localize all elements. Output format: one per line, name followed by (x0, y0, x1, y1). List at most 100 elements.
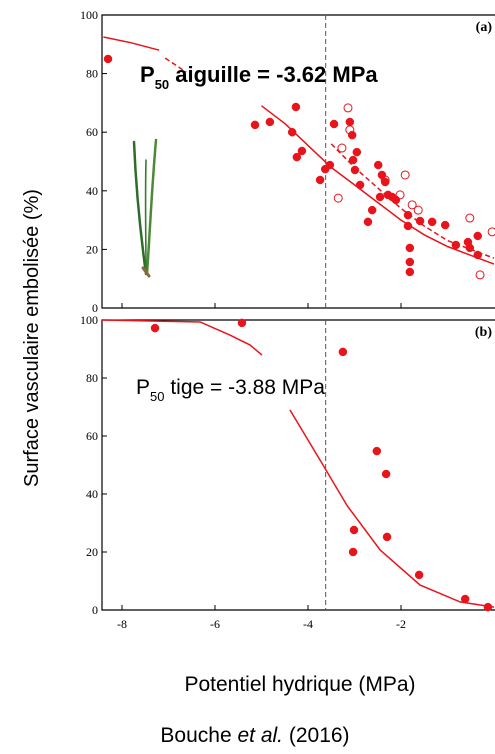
data-point (343, 103, 353, 113)
data-point (475, 270, 485, 280)
data-point (403, 210, 413, 220)
data-point (103, 54, 113, 64)
y-axis-label: Surface vasculaire embolisée (%) (21, 189, 43, 487)
y-tick-label: 0 (92, 301, 98, 315)
data-point (382, 532, 392, 542)
fit-curve (103, 36, 495, 265)
data-point (380, 175, 390, 185)
data-point (405, 243, 415, 253)
data-point (315, 175, 325, 185)
p50-text: aiguille = -3.62 MPa (169, 62, 378, 87)
data-point (352, 147, 362, 157)
y-tick-label: 80 (86, 67, 98, 81)
fit-curve (101, 319, 495, 608)
p50-symbol: P (136, 376, 150, 399)
data-point (250, 120, 260, 130)
data-point (373, 160, 383, 170)
data-point (415, 216, 425, 226)
data-point (377, 170, 387, 180)
x-tick-label: -8 (117, 617, 127, 631)
data-point (338, 347, 348, 357)
data-point (348, 547, 358, 557)
data-point (345, 125, 355, 135)
data-point (391, 195, 401, 205)
data-point (451, 240, 461, 250)
data-point (287, 127, 297, 137)
data-point (407, 200, 417, 210)
needle-base (141, 266, 151, 278)
data-point (473, 231, 482, 241)
p50-subscript: 50 (150, 389, 164, 404)
p50-annotation: P50 aiguille = -3.62 MPa (140, 62, 378, 92)
data-point (150, 323, 160, 333)
needle (132, 140, 148, 276)
data-point (487, 227, 495, 237)
x-axis-label: Potentiel hydrique (MPa) (184, 673, 415, 696)
data-point (367, 205, 377, 215)
data-point (349, 525, 359, 535)
data-point (350, 165, 360, 175)
data-point (400, 170, 410, 180)
data-point (465, 243, 475, 253)
p50-annotation: P50 tige = -3.88 MPa (136, 376, 325, 404)
data-point (265, 117, 275, 127)
citation-year: (2016) (283, 724, 350, 747)
panel-tag: (b) (475, 325, 492, 340)
citation: Bouche et al. (2016) (160, 724, 349, 747)
data-point (297, 146, 307, 156)
y-tick-label: 20 (86, 545, 98, 559)
data-point (355, 180, 365, 190)
data-point (325, 160, 335, 170)
data-point (347, 130, 357, 140)
x-tick-label: -2 (396, 617, 406, 631)
data-point (348, 155, 358, 165)
data-point (403, 221, 413, 231)
data-point (405, 267, 415, 277)
data-point (440, 220, 450, 230)
data-point (427, 217, 437, 227)
p50-symbol: P (140, 62, 155, 87)
panel-tag: (a) (476, 20, 493, 35)
data-point (413, 205, 423, 215)
y-tick-label: 40 (86, 487, 98, 501)
data-point (237, 318, 247, 328)
data-point (465, 213, 475, 223)
data-point (292, 152, 302, 162)
y-tick-label: 100 (80, 313, 98, 327)
citation-authors: Bouche (160, 724, 237, 747)
data-point (333, 193, 343, 203)
data-point (337, 143, 347, 153)
data-point (405, 257, 415, 267)
axis-frame (101, 14, 495, 309)
y-tick-label: 20 (86, 242, 98, 256)
y-tick-label: 0 (92, 603, 98, 617)
data-point (473, 250, 482, 260)
axis-frame (101, 319, 495, 611)
data-point (291, 102, 301, 112)
data-point (372, 446, 382, 456)
data-point (483, 602, 493, 612)
data-point (363, 217, 373, 227)
x-tick-label: -6 (210, 617, 220, 631)
y-tick-label: 80 (86, 371, 98, 385)
y-tick-label: 60 (86, 429, 98, 443)
needle-illustration (132, 138, 158, 278)
p50-subscript: 50 (155, 77, 169, 92)
data-point (345, 117, 355, 127)
data-point (395, 190, 405, 200)
y-tick-label: 60 (86, 125, 98, 139)
y-tick-label: 40 (86, 184, 98, 198)
data-point (381, 469, 391, 479)
x-tick-label: -4 (303, 617, 313, 631)
data-point (460, 594, 470, 604)
y-tick-label: 100 (80, 8, 98, 22)
data-point (329, 119, 339, 129)
needle (145, 138, 158, 276)
citation-etal: et al. (237, 724, 283, 747)
data-point (380, 177, 390, 187)
data-point (414, 570, 424, 580)
data-point (375, 192, 385, 202)
p50-text: tige = -3.88 MPa (164, 376, 325, 399)
